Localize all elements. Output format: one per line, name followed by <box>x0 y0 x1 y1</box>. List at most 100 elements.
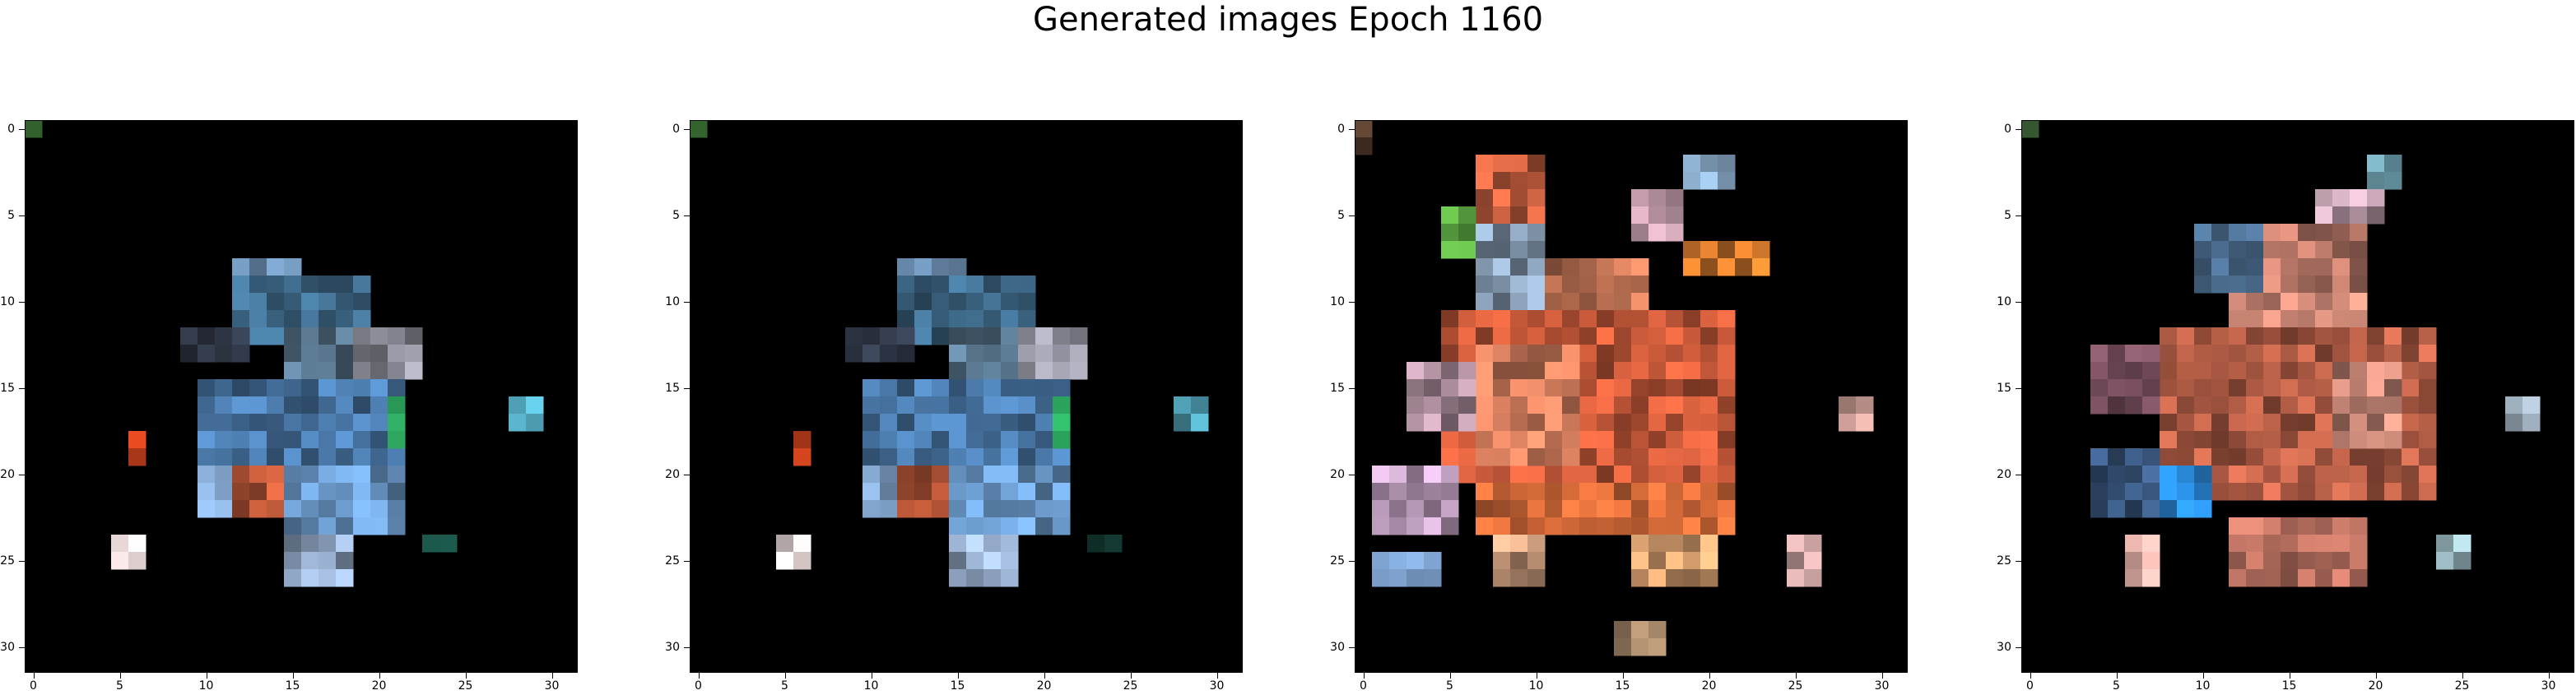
pixel-cell <box>2367 327 2385 345</box>
pixel-cell <box>966 414 984 432</box>
pixel-cell <box>2350 345 2368 363</box>
x-tick-label: 15 <box>285 679 300 693</box>
x-tick-label: 25 <box>1788 679 1803 693</box>
pixel-cell <box>1579 517 1597 535</box>
pixel-cell <box>249 276 267 294</box>
pixel-cell <box>2315 206 2333 225</box>
pixel-cell <box>897 431 915 449</box>
pixel-cell <box>1683 396 1701 415</box>
pixel-cell <box>1035 362 1053 380</box>
y-tick-label: 15 <box>1997 381 2011 395</box>
pixel-cell <box>1666 310 1684 328</box>
pixel-cell <box>1700 241 1718 259</box>
pixel-cell <box>1476 396 1494 415</box>
y-tick-mark <box>684 301 690 303</box>
pixel-cell <box>1510 172 1528 190</box>
pixel-cell <box>897 500 915 518</box>
pixel-cell <box>2367 189 2385 207</box>
y-tick-mark <box>19 301 25 303</box>
pixel-cell <box>1545 310 1563 328</box>
pixel-cell <box>2298 327 2316 345</box>
pixel-cell <box>301 431 319 449</box>
pixel-cell <box>863 345 881 363</box>
pixel-cell <box>284 293 302 311</box>
pixel-cell <box>301 293 319 311</box>
pixel-cell <box>336 466 354 484</box>
pixel-cell <box>198 500 216 518</box>
pixel-cell <box>1493 535 1511 553</box>
pixel-cell <box>1597 517 1615 535</box>
pixel-cell <box>370 517 388 535</box>
pixel-cell <box>128 552 146 570</box>
pixel-cell <box>1700 552 1718 570</box>
pixel-cell <box>1562 414 1580 432</box>
pixel-cell <box>863 414 881 432</box>
pixel-cell <box>2384 362 2402 380</box>
pixel-cell <box>1631 466 1649 484</box>
pixel-cell <box>1389 466 1407 484</box>
pixel-cell <box>1493 293 1511 311</box>
pixel-cell <box>301 396 319 415</box>
pixel-cell <box>1683 483 1701 501</box>
pixel-cell <box>1493 396 1511 415</box>
pixel-cell <box>2315 396 2333 415</box>
pixel-cell <box>983 379 1002 397</box>
pixel-cell <box>1718 396 1736 415</box>
pixel-cell <box>1597 414 1615 432</box>
pixel-cell <box>1407 379 1425 397</box>
pixel-cell <box>2211 258 2230 276</box>
pixel-cell <box>1545 362 1563 380</box>
pixel-cell <box>863 483 881 501</box>
pixel-cell <box>301 276 319 294</box>
pixel-cell <box>370 500 388 518</box>
pixel-cell <box>215 448 233 466</box>
pixel-cell <box>983 293 1002 311</box>
pixel-cell <box>2298 535 2316 553</box>
pixel-cell <box>1053 431 1071 449</box>
pixel-cell <box>966 293 984 311</box>
image-panel-3 <box>1355 120 1908 673</box>
pixel-cell <box>1631 414 1649 432</box>
pixel-cell <box>284 276 302 294</box>
pixel-cell <box>2090 466 2109 484</box>
pixel-cell <box>2315 224 2333 242</box>
pixel-cell <box>2367 466 2385 484</box>
pixel-cell <box>1562 379 1580 397</box>
pixel-cell <box>319 500 337 518</box>
y-tick-mark <box>2016 215 2021 216</box>
pixel-cell <box>301 552 319 570</box>
y-tick-label: 5 <box>2004 208 2011 222</box>
pixel-cell <box>914 431 932 449</box>
pixel-cell <box>1527 396 1546 415</box>
pixel-cell <box>949 345 967 363</box>
y-tick-mark <box>684 128 690 130</box>
pixel-cell <box>370 362 388 380</box>
x-tick-label: 30 <box>1209 679 1225 693</box>
y-tick-label: 20 <box>0 467 15 481</box>
pixel-cell <box>301 466 319 484</box>
pixel-cell <box>897 414 915 432</box>
pixel-cell <box>1545 448 1563 466</box>
pixel-cell <box>1424 396 1442 415</box>
pixel-cell <box>983 327 1002 345</box>
pixel-cell <box>1493 206 1511 225</box>
pixel-cell <box>526 414 544 432</box>
pixel-cell <box>949 396 967 415</box>
pixel-cell <box>2402 431 2420 449</box>
pixel-cell <box>2142 448 2160 466</box>
pixel-cell <box>2281 569 2299 587</box>
pixel-cell <box>1787 535 1805 553</box>
pixel-cell <box>2350 327 2368 345</box>
pixel-cell <box>1666 483 1684 501</box>
pixel-cell <box>2108 466 2126 484</box>
pixel-cell <box>2229 552 2247 570</box>
x-tick-label: 5 <box>116 679 123 693</box>
pixel-cell <box>2315 189 2333 207</box>
image-panel-2 <box>690 120 1243 673</box>
pixel-cell <box>1407 362 1425 380</box>
pixel-cell <box>1104 535 1123 553</box>
pixel-cell <box>284 466 302 484</box>
pixel-cell <box>2315 552 2333 570</box>
pixel-cell <box>388 327 406 345</box>
pixel-cell <box>2229 241 2247 259</box>
